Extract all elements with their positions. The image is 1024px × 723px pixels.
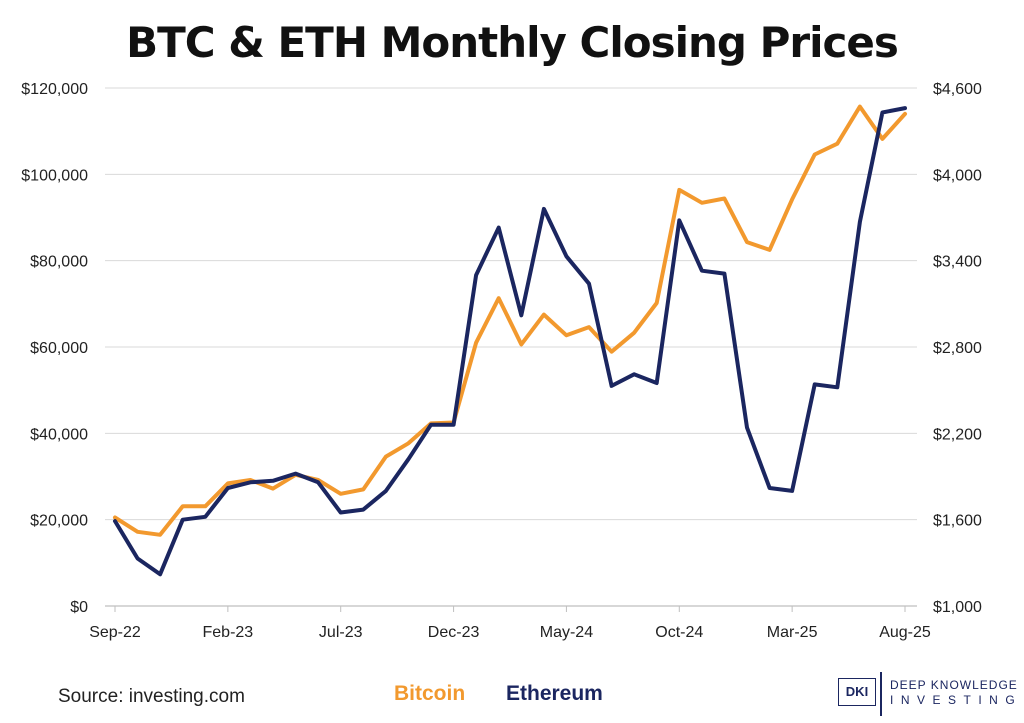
dki-logo: DKI DEEP KNOWLEDGE INVESTING (834, 672, 1020, 716)
chart-title: BTC & ETH Monthly Closing Prices (126, 18, 899, 67)
left-tick-label: $120,000 (21, 81, 88, 98)
x-tick-label: Jul-23 (319, 624, 363, 641)
gridlines (105, 87, 917, 521)
left-tick-label: $0 (70, 599, 88, 616)
right-tick-label: $2,800 (933, 340, 982, 357)
bitcoin-line (113, 104, 907, 537)
legend-bitcoin: Bitcoin (394, 682, 466, 705)
logo-text-line2: INVESTING (890, 693, 1023, 707)
left-tick-label: $40,000 (30, 426, 88, 443)
x-tick-label: Oct-24 (655, 624, 703, 641)
x-tick-label: Feb-23 (203, 624, 254, 641)
right-y-axis: $1,000 $1,600 $2,200 $2,800 $3,400 $4,000 $4,6… (933, 81, 982, 616)
right-tick-label: $3,400 (933, 254, 982, 271)
right-tick-label: $1,600 (933, 513, 982, 530)
x-tick-label: Mar-25 (767, 624, 818, 641)
logo-divider (880, 672, 882, 716)
x-tick-label: Aug-25 (879, 624, 931, 641)
x-axis: Sep-22 Feb-23 Jul-23 Dec-23 May-24 Oct-24 Mar-… (89, 605, 931, 641)
right-tick-label: $2,200 (933, 426, 982, 443)
left-y-axis: $0 $20,000 $40,000 $60,000 $80,000 $100,000 $1… (21, 81, 88, 616)
x-tick-label: May-24 (540, 624, 593, 641)
x-tick-label: Dec-23 (428, 624, 480, 641)
source-note: Source: investing.com (58, 686, 245, 707)
left-tick-label: $60,000 (30, 340, 88, 357)
ethereum-line (113, 106, 907, 577)
series-lines (113, 104, 907, 577)
right-tick-label: $1,000 (933, 599, 982, 616)
right-tick-label: $4,600 (933, 81, 982, 98)
left-tick-label: $100,000 (21, 167, 88, 184)
left-tick-label: $20,000 (30, 513, 88, 530)
logo-mark: DKI (838, 678, 876, 706)
left-tick-label: $80,000 (30, 254, 88, 271)
x-tick-label: Sep-22 (89, 624, 141, 641)
legend-ethereum: Ethereum (506, 682, 603, 705)
logo-text-line1: DEEP KNOWLEDGE (890, 678, 1018, 692)
right-tick-label: $4,000 (933, 167, 982, 184)
